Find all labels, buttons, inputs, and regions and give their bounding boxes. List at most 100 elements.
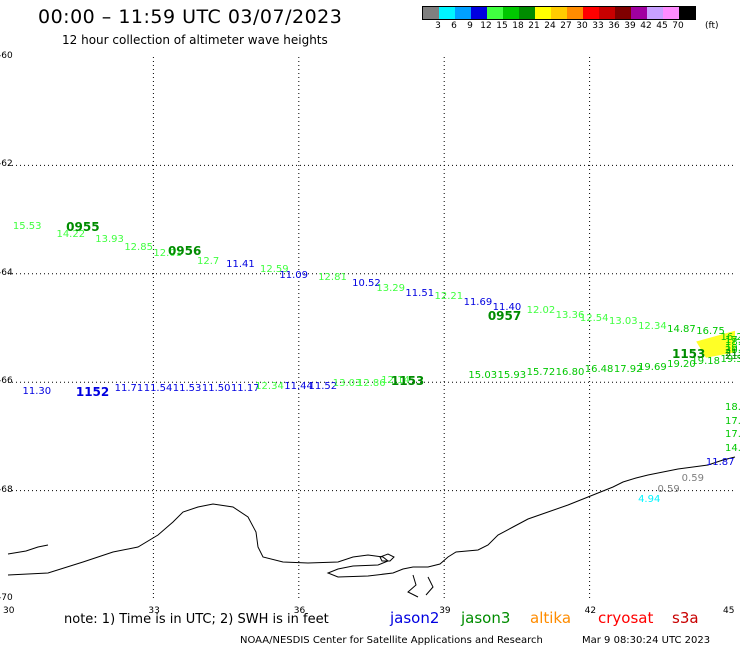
wave-height-value: 14.22 [56, 228, 86, 240]
wave-height-value: 17.92 [613, 364, 643, 376]
pass-time-label: 0956 [167, 244, 202, 259]
latitude-label: -60 [0, 51, 13, 61]
wave-height-value: 11.09 [279, 269, 309, 281]
satellite-legend-jason3: jason3 [461, 609, 511, 627]
color-swatch [423, 7, 439, 19]
wave-height-value: 14.87 [667, 323, 696, 335]
wave-height-value: 11.44 [284, 380, 313, 392]
color-swatch [679, 7, 695, 19]
antarctic-coastline [7, 456, 736, 578]
wave-height-value: 12.54 [579, 312, 609, 324]
color-scale-bar [422, 6, 696, 20]
wave-height-value: 18.6 [725, 402, 740, 414]
wave-height-value: 21.98 [725, 348, 740, 360]
color-scale-tick: 6 [451, 21, 457, 31]
high-wave-cluster [696, 330, 735, 358]
color-scale-tick: 36 [608, 21, 620, 31]
wave-height-value: 17.91 [725, 415, 740, 427]
color-swatch [663, 7, 679, 19]
color-scale-ticks: 3 6 9 12 15 18 21 24 27 30 33 36 39 42 45 70 [422, 20, 696, 34]
wave-height-value: 12.14 [381, 375, 410, 387]
wave-height-value: 19.69 [638, 361, 667, 373]
wave-height-value: 11.51 [405, 288, 435, 300]
color-scale-tick: 18 [512, 21, 524, 31]
wave-height-value: 15.03 [468, 369, 498, 381]
wave-height-value: 16.75 [696, 326, 725, 338]
wave-height-value: 19.18 [691, 356, 721, 368]
latitude-label: -68 [0, 484, 13, 495]
color-scale-tick: 70 [672, 21, 684, 31]
wave-height-value: 12.34 [255, 380, 284, 392]
wave-height-value: 16.80 [555, 367, 585, 379]
color-swatch [631, 7, 647, 19]
longitude-label: 39 [439, 606, 451, 616]
color-scale-tick: 21 [528, 21, 540, 31]
wave-height-value: 11.53 [172, 383, 202, 395]
latitude-label: -70 [0, 593, 13, 603]
color-scale-legend: 3 6 9 12 15 18 21 24 27 30 33 36 39 42 45 70 (ft) [422, 6, 719, 34]
wave-height-value: 13.36 [555, 310, 585, 322]
wave-height-value: 12.01 [153, 247, 183, 259]
color-scale-tick: 42 [640, 21, 652, 31]
wave-height-value: 15.53 [12, 220, 42, 232]
longitude-label: 42 [584, 606, 597, 616]
satellite-legend-altika: altika [530, 609, 572, 627]
pass-time-label: 0957 [487, 309, 522, 324]
latitude-label: -66 [0, 376, 13, 387]
longitude-label: 33 [148, 606, 160, 616]
color-swatch [455, 7, 471, 19]
color-swatch [471, 7, 487, 19]
pass-time-label: 1152 [75, 385, 110, 400]
wave-height-value: 12.7 [197, 255, 220, 267]
wave-height-value: 11.52 [308, 380, 338, 392]
wave-height-value: 10.52 [352, 277, 381, 289]
color-scale-tick: 15 [496, 21, 508, 31]
wave-height-value: 15.93 [497, 369, 527, 381]
wave-height-value: 11.17 [230, 383, 260, 395]
color-swatch [615, 7, 631, 19]
wave-height-value: 17.03 [725, 429, 740, 441]
credit-line: NOAA/NESDIS Center for Satellite Applica… [240, 635, 543, 646]
wave-height-value: 0.59 [681, 472, 704, 484]
wave-height-value: 15.72 [526, 367, 556, 379]
longitude-label: 45 [723, 606, 735, 616]
wave-height-value: 16.20 [720, 331, 740, 343]
color-scale-tick: 24 [544, 21, 556, 31]
color-swatch [487, 7, 503, 19]
wave-height-value: 17.46 [725, 334, 740, 346]
wave-height-value: 12.81 [318, 272, 347, 284]
wave-height-value: 11.30 [22, 386, 52, 398]
wave-height-value: 12.85 [124, 242, 153, 254]
graticule [8, 57, 735, 599]
pass-time-label: 1153 [390, 374, 425, 389]
color-scale-tick: 3 [435, 21, 441, 31]
wave-height-value: 11.87 [705, 456, 735, 468]
wave-height-value: 14.73 [725, 442, 740, 454]
color-swatch [599, 7, 615, 19]
wave-height-value: 11.50 [201, 383, 231, 395]
high-wave-swath [696, 330, 735, 358]
wave-height-value: 11.69 [463, 296, 493, 308]
footer-note: note: 1) Time is in UTC; 2) SWH is in fe… [64, 612, 329, 627]
wave-height-value: 13.29 [376, 283, 405, 295]
longitude-label: 36 [293, 606, 306, 616]
satellite-legend-cryosat: cryosat [598, 609, 654, 627]
wave-height-value: 4.94 [638, 494, 661, 506]
wave-height-value: 11.40 [492, 302, 522, 314]
wave-height-value: 13.93 [95, 234, 124, 246]
color-swatch [567, 7, 583, 19]
color-swatch [439, 7, 455, 19]
wave-height-value: 11.41 [226, 258, 255, 270]
wave-height-value: 12.34 [638, 321, 667, 332]
map-canvas [7, 57, 736, 599]
color-swatch [583, 7, 599, 19]
color-swatch [503, 7, 519, 19]
wave-height-value: 16.48 [584, 364, 614, 376]
coastline-inlet [7, 544, 434, 598]
wave-height-value: 20.37 [725, 345, 740, 357]
satellite-legend-s3a: s3a [672, 609, 699, 627]
color-swatch [647, 7, 663, 19]
wave-height-value: 0.59 [657, 483, 680, 495]
wave-height-value: 13.03 [332, 377, 362, 389]
satellite-legend-jason2: jason2 [390, 609, 440, 627]
